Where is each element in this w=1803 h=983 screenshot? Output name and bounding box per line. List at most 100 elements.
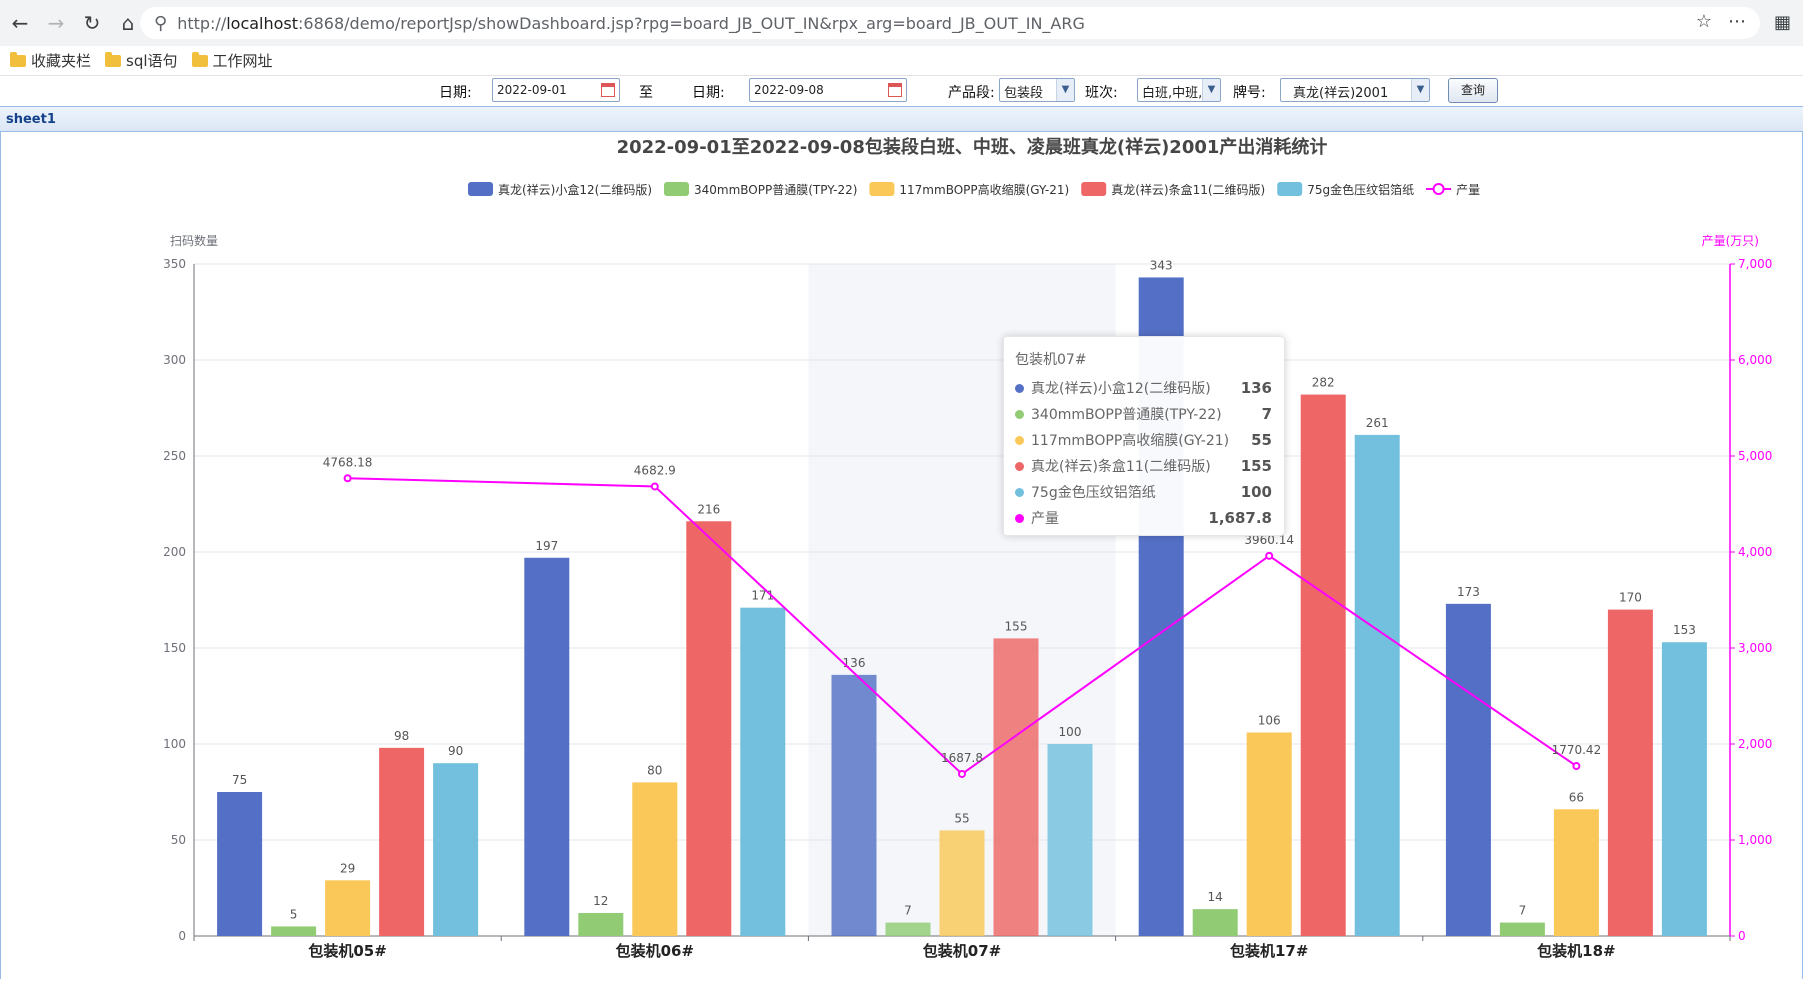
chevron-down-icon: ▼ [1411,79,1429,101]
date-from-label: 日期: [439,85,472,101]
bookmarks-bar: 收藏夹栏 sql语句 工作网址 [0,46,1803,76]
x-tick-label: 包装机18# [1537,942,1615,960]
line-value-label: 1770.42 [1552,743,1602,757]
bar [524,557,570,936]
line-value-label: 1687.8 [941,751,983,765]
y-tick-right: 4,000 [1738,545,1772,559]
segment-select[interactable]: 包装段 ▼ [999,78,1075,102]
bar [1300,394,1346,936]
tooltip-marker [1015,487,1024,497]
chart-panel: 2022-09-01至2022-09-08包装段白班、中班、凌晨班真龙(祥云)2… [0,132,1803,979]
bar [379,747,425,936]
folder-icon [10,51,26,67]
bar [993,638,1039,936]
bar-value-label: 29 [340,861,355,875]
tooltip-series-name: 75g金色压纹铝箔纸 [1031,485,1156,501]
bar [686,521,732,936]
bar-value-label: 343 [1150,258,1173,272]
bar-value-label: 216 [697,502,720,516]
tooltip-marker [1015,409,1024,419]
tooltip-row: 产量 1,687.8 [1015,505,1272,531]
bookmark-label: 工作网址 [212,52,273,70]
bar [831,674,877,936]
bar-value-label: 100 [1059,725,1082,739]
bookmark-folder[interactable]: 收藏夹栏 [10,50,91,71]
star-icon[interactable]: ☆ [1695,11,1712,32]
calendar-icon[interactable] [601,83,615,97]
legend-swatch [468,182,493,196]
bar-value-label: 55 [954,811,969,825]
bar [1661,642,1707,936]
back-icon[interactable]: ← [11,11,29,35]
legend-label: 340mmBOPP普通膜(TPY-22) [694,183,857,197]
y-tick-left: 350 [163,257,186,271]
bar-value-label: 7 [1519,904,1527,918]
tooltip-marker [1015,513,1024,523]
line-point [1265,551,1274,560]
tooltip-row: 75g金色压纹铝箔纸 100 [1015,479,1272,505]
bar-value-label: 7 [904,904,912,918]
bar-value-label: 155 [1005,619,1028,633]
bar [325,880,371,936]
sheet-tab[interactable]: sheet1 [0,106,1803,132]
line-point [343,474,352,483]
legend-label: 产量 [1456,183,1480,197]
bar [217,792,263,936]
bar-value-label: 14 [1208,890,1223,904]
y-tick-left: 300 [163,353,186,367]
bar-value-label: 12 [593,894,608,908]
apps-grid-icon[interactable]: ▦ [1773,12,1791,33]
y-tick-left: 200 [163,545,186,559]
date-to-input[interactable]: 2022-09-08 [749,78,907,102]
reload-icon[interactable]: ↻ [83,11,101,35]
tooltip-series-name: 真龙(祥云)小盒12(二维码版) [1031,381,1211,397]
tooltip-row: 117mmBOPP高收缩膜(GY-21) 55 [1015,427,1272,453]
shift-value: 白班,中班, [1142,86,1203,101]
line-point [1572,762,1581,771]
y-tick-left: 250 [163,449,186,463]
line-value-label: 3960.14 [1244,533,1294,547]
date-from-input[interactable]: 2022-09-01 [492,78,620,102]
y-tick-left: 0 [178,929,186,943]
chart-tooltip: 包装机07# 真龙(祥云)小盒12(二维码版) 136 340mmBOPP普通膜(T… [1003,336,1285,536]
more-icon[interactable]: ⋯ [1728,11,1746,32]
legend-label: 75g金色压纹铝箔纸 [1307,182,1414,197]
home-icon[interactable]: ⌂ [121,11,135,35]
tooltip-value: 55 [1251,431,1272,449]
address-bar[interactable]: ⚲ http://localhost:6868/demo/reportJsp/s… [140,7,1760,39]
bar [885,922,931,936]
bar [939,830,985,936]
chart-svg: 2022-09-01至2022-09-08包装段白班、中班、凌晨班真龙(祥云)2… [163,136,1772,960]
bar-value-label: 136 [843,656,866,670]
legend-swatch [869,182,895,196]
bookmark-folder[interactable]: 工作网址 [191,50,273,71]
bar [1246,732,1292,936]
tooltip-value: 100 [1240,483,1272,501]
line-value-label: 4768.18 [323,455,373,469]
bar [1607,609,1653,936]
to-label: 至 [639,85,653,101]
bar-value-label: 153 [1673,623,1696,637]
bookmark-folder[interactable]: sql语句 [105,50,178,71]
calendar-icon[interactable] [888,83,902,97]
url-host: localhost [226,13,299,33]
bar [1499,922,1545,936]
date-from-value: 2022-09-01 [497,83,567,97]
bar [1047,744,1093,936]
filter-toolbar: 日期: 2022-09-01 至 日期: 2022-09-08 产品段: 包装段… [0,76,1803,106]
chevron-down-icon: ▼ [1202,79,1220,101]
y-axis-left-name: 扫码数量 [170,233,218,248]
bar-value-label: 282 [1312,376,1335,390]
forward-icon[interactable]: → [47,11,65,35]
query-button[interactable]: 查询 [1448,78,1498,103]
url-prefix: http:// [177,13,227,33]
brand-select[interactable]: 真龙(祥云)2001 ▼ [1280,78,1430,102]
bar [1354,434,1400,936]
shift-select[interactable]: 白班,中班, ▼ [1137,78,1221,102]
tooltip-series-name: 117mmBOPP高收缩膜(GY-21) [1031,433,1230,449]
bar [632,782,678,936]
bookmark-label: 收藏夹栏 [31,52,92,70]
bar [1192,909,1238,936]
y-tick-left: 100 [163,737,186,751]
tooltip-series-name: 真龙(祥云)条盒11(二维码版) [1031,459,1211,475]
